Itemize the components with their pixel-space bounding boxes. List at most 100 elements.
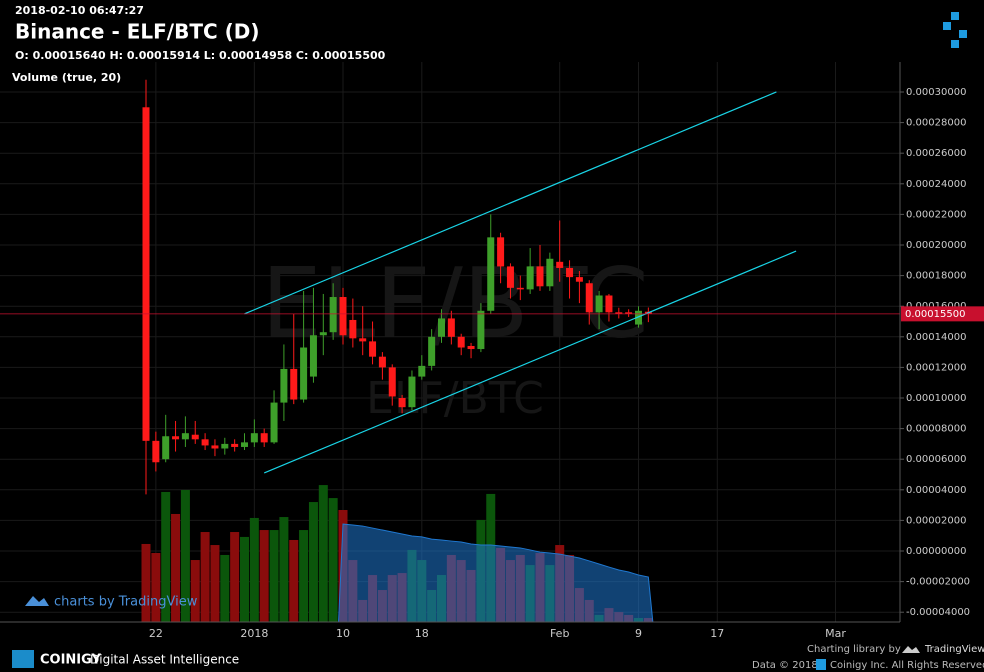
y-tick-label: 0.00002000: [906, 515, 966, 526]
candle-body: [339, 297, 347, 336]
y-tick-label: 0.00024000: [906, 179, 966, 190]
candle-body: [418, 365, 426, 377]
candle-body: [398, 398, 406, 408]
indicator-label: Volume (true, 20): [12, 71, 121, 84]
x-tick-label: Feb: [550, 627, 569, 640]
volume-bar: [220, 554, 230, 622]
brand-icon: [12, 650, 34, 668]
candle-body: [615, 312, 623, 314]
volume-ma-area: [337, 523, 654, 622]
y-tick-label: 0.00012000: [906, 362, 966, 373]
candle-body: [260, 433, 268, 443]
volume-bar: [259, 530, 269, 622]
candle-body: [635, 310, 642, 325]
x-tick-label: 22: [149, 627, 163, 640]
candle-body: [329, 297, 337, 333]
volume-bar: [200, 532, 210, 622]
candle-body: [467, 345, 475, 350]
candle-body: [506, 266, 514, 288]
x-tick-label: Mar: [825, 627, 846, 640]
candle-body: [438, 318, 445, 337]
volume-bar: [161, 491, 171, 622]
y-tick-label: 0.00030000: [906, 87, 966, 98]
candle-body: [605, 295, 613, 313]
candle-body: [241, 442, 248, 447]
tradingview-credit[interactable]: charts by TradingView: [25, 595, 198, 610]
footer: COINIGY Digital Asset Intelligence Chart…: [12, 644, 984, 671]
brand: COINIGY: [40, 653, 102, 668]
timestamp: 2018-02-10 06:47:27: [15, 4, 144, 17]
x-tick-label: 9: [635, 627, 642, 640]
candle-body: [378, 356, 386, 368]
ohlc-readout: O: 0.00015640 H: 0.00015914 L: 0.0001495…: [15, 49, 386, 62]
volume-bar: [308, 502, 318, 622]
y-tick-label: 0.00026000: [906, 148, 966, 159]
candle-body: [388, 367, 396, 397]
candle-body: [181, 433, 189, 440]
x-tick-label: 18: [415, 627, 429, 640]
watermark-small: ELF/BTC: [366, 373, 544, 424]
candle-body: [556, 261, 564, 268]
candle-body: [497, 237, 505, 267]
y-tick-label: 0.00004000: [906, 485, 966, 496]
last-price-label: 0.00015500: [905, 309, 965, 320]
candle-body: [309, 335, 317, 377]
candle-body: [162, 436, 170, 460]
x-tick-label: 2018: [240, 627, 268, 640]
coinigy-logo: [943, 12, 967, 48]
volume-bar: [190, 560, 200, 622]
x-tick-label: 10: [336, 627, 350, 640]
trend-line: [263, 250, 797, 474]
y-tick-label: 0.00006000: [906, 454, 966, 465]
chart-title: Binance - ELF/BTC (D): [15, 20, 260, 44]
copyright-icon: [816, 659, 826, 670]
volume-bar: [171, 513, 181, 622]
library-icon: [902, 646, 920, 653]
credit-icon: [25, 596, 49, 606]
watermark: ELF/BTC: [261, 247, 649, 359]
candle-body: [290, 368, 298, 400]
y-tick-label: 0.00022000: [906, 209, 966, 220]
credit-text[interactable]: charts by TradingView: [54, 595, 198, 610]
candle-body: [625, 312, 633, 314]
candle-body: [487, 237, 495, 311]
candle-body: [221, 443, 229, 449]
candle-body: [526, 266, 534, 290]
y-tick-label: 0.00000000: [906, 546, 966, 557]
y-tick-label: -0.00004000: [906, 607, 970, 618]
candle-body: [457, 336, 465, 348]
candle-body: [349, 319, 357, 339]
volume-bar: [269, 530, 279, 622]
tagline: Digital Asset Intelligence: [90, 653, 239, 667]
candle-body: [428, 336, 436, 366]
last-price-box: [901, 306, 984, 322]
library-name[interactable]: TradingView: [924, 644, 984, 655]
y-tick-label: 0.00008000: [906, 424, 966, 435]
volume-bar: [328, 498, 338, 622]
axes: 0.00030000 0.00028000 0.00026000 0.00024000…: [149, 87, 984, 640]
candle-body: [575, 277, 583, 282]
volume-bar: [289, 539, 299, 622]
rights: Coinigy Inc. All Rights Reserved.: [830, 660, 984, 671]
candle-body: [595, 295, 603, 313]
y-tick-label: 0.00020000: [906, 240, 966, 251]
volume-bar: [141, 543, 151, 622]
x-tick-label: 17: [710, 627, 724, 640]
candle-body: [408, 376, 416, 408]
candle-body: [280, 368, 288, 403]
y-tick-label: -0.00002000: [906, 577, 970, 588]
candle-body: [201, 439, 209, 446]
candle-body: [369, 341, 377, 357]
library-text: Charting library by: [807, 644, 901, 655]
candle-body: [211, 445, 219, 449]
volume-bar: [318, 485, 328, 622]
candle-body: [359, 338, 367, 342]
candle-body: [477, 310, 485, 350]
volume-bar: [230, 532, 240, 622]
candle-body: [152, 440, 160, 463]
candle-body: [250, 433, 258, 443]
y-tick-label: 0.00014000: [906, 332, 966, 343]
volume-bar: [151, 552, 161, 622]
y-tick-label: 0.00028000: [906, 118, 966, 129]
